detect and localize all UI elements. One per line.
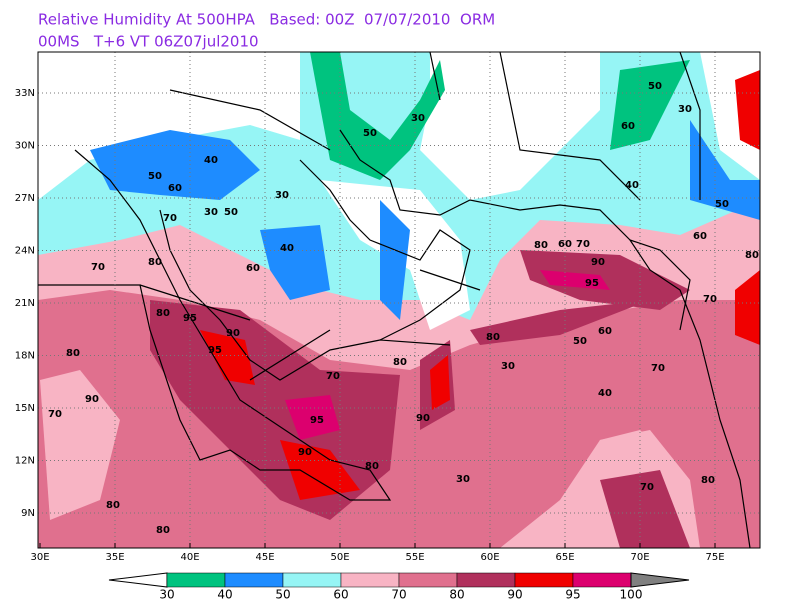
- colorbar-label: 95: [565, 588, 580, 600]
- colorbar-label: 50: [275, 588, 290, 600]
- title-line-1: Relative Humidity At 500HPA Based: 00Z 0…: [38, 11, 495, 29]
- contour-label: 60: [246, 263, 260, 274]
- contour-label: 60: [168, 183, 182, 194]
- contour-label: 80: [534, 240, 548, 251]
- contour-label: 80: [148, 257, 162, 268]
- contour-label: 40: [204, 155, 218, 166]
- contour-label: 95: [310, 415, 324, 426]
- contour-label: 95: [585, 278, 599, 289]
- colorbar-swatch: [572, 572, 632, 588]
- x-tick-label: 75E: [705, 552, 724, 563]
- contour-label: 50: [224, 207, 238, 218]
- contour-label: 50: [148, 171, 162, 182]
- colorbar-swatch: [398, 572, 458, 588]
- x-tick-label: 30E: [30, 552, 49, 563]
- x-tick-label: 40E: [180, 552, 199, 563]
- contour-label: 30: [275, 190, 289, 201]
- contour-label: 80: [486, 332, 500, 343]
- contour-label: 70: [91, 262, 105, 273]
- contour-label: 80: [701, 475, 715, 486]
- x-tick-label: 60E: [480, 552, 499, 563]
- contour-label: 70: [48, 409, 62, 420]
- colorbar-label: 70: [391, 588, 406, 600]
- y-tick-label: 9N: [21, 508, 35, 519]
- contour-label: 80: [745, 250, 759, 261]
- colorbar-swatch: [224, 572, 284, 588]
- title-line-2: 00MS T+6 VT 06Z07jul2010: [38, 33, 259, 51]
- colorbar-label: 100: [620, 588, 643, 600]
- contour-label: 60: [693, 231, 707, 242]
- contour-label: 40: [280, 243, 294, 254]
- contour-label: 50: [573, 336, 587, 347]
- contour-label: 40: [598, 388, 612, 399]
- contour-label: 90: [298, 447, 312, 458]
- colorbar: 30 40 50 60 70 80 90 95 100: [108, 572, 690, 600]
- y-tick-label: 12N: [15, 456, 35, 467]
- y-tick-label: 15N: [15, 403, 35, 414]
- x-tick-label: 35E: [105, 552, 124, 563]
- contour-label: 50: [715, 199, 729, 210]
- colorbar-low-arrow: [108, 572, 168, 588]
- graticule: [38, 52, 760, 548]
- contour-label: 30: [204, 207, 218, 218]
- contour-label: 80: [156, 525, 170, 536]
- contour-label: 90: [85, 394, 99, 405]
- map-frame: [37, 51, 761, 549]
- colorbar-label: 30: [159, 588, 174, 600]
- contour-label: 90: [416, 413, 430, 424]
- colorbar-swatch: [340, 572, 400, 588]
- contour-label: 70: [326, 371, 340, 382]
- colorbar-label: 90: [507, 588, 522, 600]
- contour-label: 50: [363, 128, 377, 139]
- y-tick-label: 18N: [15, 351, 35, 362]
- colorbar-swatch: [456, 572, 516, 588]
- contour-label: 70: [640, 482, 654, 493]
- colorbar-swatch: [282, 572, 342, 588]
- contour-label: 95: [208, 345, 222, 356]
- contour-label: 30: [678, 104, 692, 115]
- contour-label: 30: [501, 361, 515, 372]
- colorbar-high-arrow: [630, 572, 690, 588]
- contour-label: 30: [411, 113, 425, 124]
- colorbar-swatch: [166, 572, 226, 588]
- colorbar-swatch: [514, 572, 574, 588]
- colorbar-label: 80: [449, 588, 464, 600]
- contour-label: 90: [226, 328, 240, 339]
- x-tick-label: 45E: [255, 552, 274, 563]
- contour-label: 80: [156, 308, 170, 319]
- x-tick-label: 55E: [405, 552, 424, 563]
- contour-label: 80: [106, 500, 120, 511]
- contour-label: 80: [365, 461, 379, 472]
- contour-label: 60: [558, 239, 572, 250]
- contour-label: 80: [66, 348, 80, 359]
- contour-label: 95: [183, 313, 197, 324]
- colorbar-label: 40: [217, 588, 232, 600]
- contour-label: 40: [625, 180, 639, 191]
- contour-label: 70: [576, 239, 590, 250]
- contour-label: 90: [591, 257, 605, 268]
- x-tick-label: 65E: [555, 552, 574, 563]
- x-tick-label: 50E: [330, 552, 349, 563]
- y-tick-label: 27N: [15, 193, 35, 204]
- x-tick-label: 70E: [630, 552, 649, 563]
- contour-label: 60: [598, 326, 612, 337]
- contour-label: 70: [163, 213, 177, 224]
- y-tick-label: 21N: [15, 298, 35, 309]
- y-tick-label: 33N: [15, 88, 35, 99]
- contour-label: 50: [648, 81, 662, 92]
- y-tick-label: 30N: [15, 141, 35, 152]
- contour-label: 60: [621, 121, 635, 132]
- colorbar-label: 60: [333, 588, 348, 600]
- contour-labels: 70 80 60 40 30 50 60 70 40 30 50 50 30 80 95 90 95 70 95 90…: [48, 81, 759, 536]
- y-tick-label: 24N: [15, 246, 35, 257]
- coastlines: [38, 51, 751, 549]
- contour-label: 80: [393, 357, 407, 368]
- contour-label: 70: [703, 294, 717, 305]
- contour-label: 70: [651, 363, 665, 374]
- contour-label: 30: [456, 474, 470, 485]
- humidity-field: [38, 52, 760, 548]
